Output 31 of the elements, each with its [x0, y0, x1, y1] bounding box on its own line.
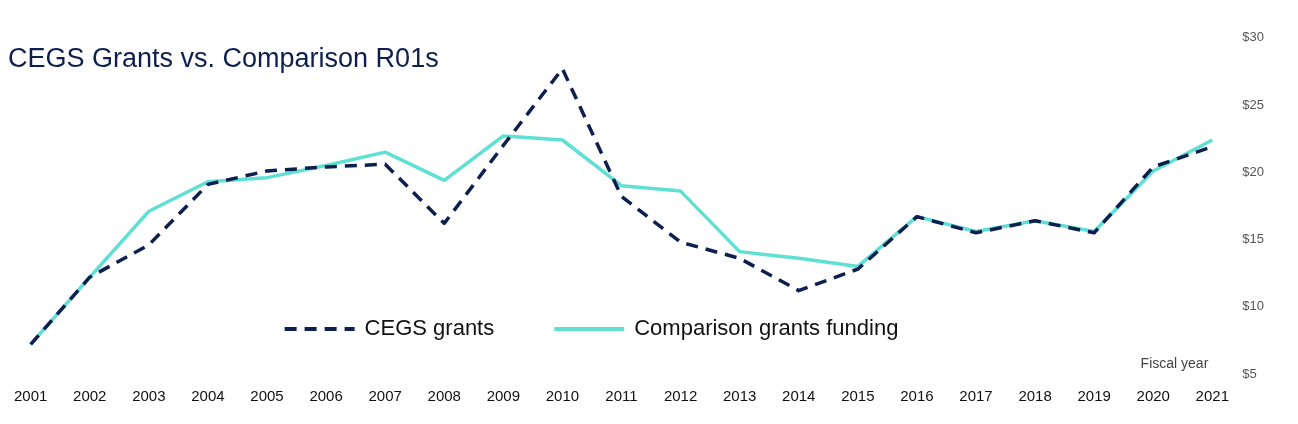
- x-tick-label: 2014: [782, 387, 816, 405]
- x-tick-label: 2018: [1018, 387, 1052, 405]
- y-tick-label: $5: [1242, 365, 1257, 381]
- x-tick-label: 2010: [545, 387, 580, 405]
- x-tick-label: 2012: [663, 387, 698, 405]
- x-tick-label: 2017: [959, 387, 993, 405]
- x-tick-label: 2002: [73, 387, 107, 405]
- x-tick-label: 2005: [250, 387, 284, 405]
- x-tick-label: 2021: [1195, 387, 1229, 405]
- x-tick-label: 2019: [1077, 387, 1111, 405]
- x-tick-label: 2006: [309, 387, 343, 405]
- x-tick-label: 2011: [605, 387, 638, 405]
- x-tick-label: 2020: [1136, 387, 1170, 405]
- x-tick-label: 2003: [132, 387, 166, 405]
- x-tick-label: 2013: [722, 387, 757, 405]
- y-tick-label: $30: [1242, 29, 1265, 45]
- y-tick-label: $10: [1242, 298, 1265, 314]
- y-tick-label: $15: [1242, 231, 1265, 247]
- x-axis-title: Fiscal year: [1140, 354, 1209, 371]
- x-tick-label: 2007: [368, 387, 402, 405]
- x-tick-label: 2008: [427, 387, 461, 405]
- legend-label: CEGS grants: [364, 315, 495, 341]
- legend-label: Comparison grants funding: [634, 315, 899, 341]
- y-tick-label: $25: [1242, 96, 1265, 112]
- x-tick-label: 2004: [191, 387, 225, 405]
- y-tick-label: $20: [1242, 163, 1265, 179]
- x-tick-label: 2016: [900, 387, 934, 405]
- chart-title: CEGS Grants vs. Comparison R01s: [8, 43, 439, 73]
- x-tick-label: 2009: [486, 387, 521, 405]
- x-tick-label: 2001: [14, 387, 48, 405]
- x-tick-label: 2015: [841, 387, 875, 405]
